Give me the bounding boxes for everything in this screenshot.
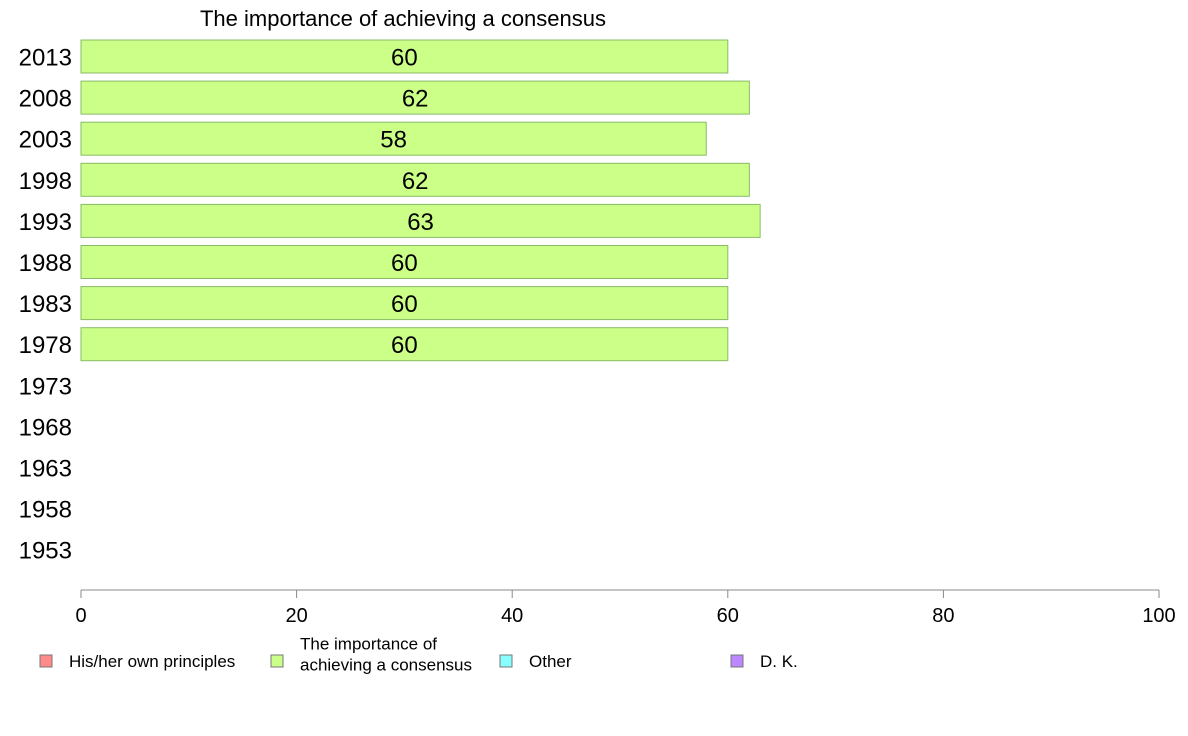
bar (80, 245, 729, 279)
data-label: 60 (391, 332, 418, 359)
x-tick-label: 0 (75, 605, 86, 627)
y-tick-label: 1983 (19, 291, 72, 318)
y-tick-label: 1968 (19, 414, 72, 441)
legend-label: achieving a consensus (300, 656, 472, 675)
bar (80, 39, 729, 74)
y-tick-label: 1973 (19, 373, 72, 400)
legend-item: Other (499, 652, 572, 671)
y-tick-label: 1998 (19, 168, 72, 195)
legend: His/her own principles The importance of a… (39, 635, 798, 675)
legend-item: D. K. (730, 652, 798, 671)
y-tick-label: 1988 (19, 250, 72, 277)
data-label: 62 (402, 168, 429, 195)
data-label: 60 (391, 291, 418, 318)
y-tick-label: 1958 (19, 497, 72, 524)
bars-group: 60 62 58 62 63 60 60 60 (80, 39, 761, 362)
bar (80, 327, 729, 362)
data-label: 62 (402, 86, 429, 113)
legend-swatch (270, 654, 284, 668)
data-label: 63 (407, 209, 434, 236)
bar (80, 286, 729, 321)
x-tick-label: 40 (501, 605, 523, 627)
bar (80, 80, 750, 115)
legend-item: His/her own principles (39, 652, 235, 671)
legend-label: Other (529, 652, 572, 671)
legend-label: His/her own principles (69, 652, 235, 671)
legend-label: D. K. (760, 652, 798, 671)
legend-label: The importance of (300, 635, 437, 654)
bar (80, 162, 750, 197)
y-tick-label: 2003 (19, 127, 72, 154)
y-tick-label: 2008 (19, 86, 72, 113)
y-axis-labels: 2013 2008 2003 1998 1993 1988 1983 1978 1973 1968… (19, 45, 72, 565)
y-tick-label: 1993 (19, 209, 72, 236)
y-tick-label: 1963 (19, 456, 72, 483)
bar (80, 121, 707, 156)
x-tick-label: 60 (717, 605, 739, 627)
data-label: 60 (391, 250, 418, 277)
chart-title: The importance of achieving a consensus (200, 6, 606, 31)
x-axis: 0 20 40 60 80 100 (75, 589, 1176, 627)
bar (80, 203, 761, 238)
x-tick-label: 80 (932, 605, 954, 627)
legend-swatch (499, 654, 513, 668)
legend-swatch (39, 654, 53, 668)
x-tick-label: 20 (285, 605, 307, 627)
x-tick-label: 100 (1142, 605, 1175, 627)
y-tick-label: 2013 (19, 45, 72, 72)
y-tick-label: 1978 (19, 332, 72, 359)
legend-swatch (730, 654, 744, 668)
legend-item: The importance of achieving a consensus (270, 635, 472, 675)
data-label: 58 (380, 127, 407, 154)
y-tick-label: 1953 (19, 538, 72, 565)
data-label: 60 (391, 45, 418, 72)
